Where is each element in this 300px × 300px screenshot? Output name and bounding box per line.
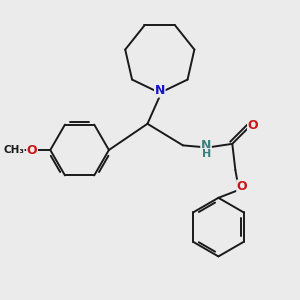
Text: N: N — [154, 84, 165, 97]
Text: O: O — [248, 118, 258, 131]
Text: N: N — [201, 140, 211, 152]
Text: H: H — [202, 149, 211, 159]
Text: CH₃: CH₃ — [3, 145, 24, 155]
Text: O: O — [237, 180, 248, 193]
Text: O: O — [27, 143, 38, 157]
